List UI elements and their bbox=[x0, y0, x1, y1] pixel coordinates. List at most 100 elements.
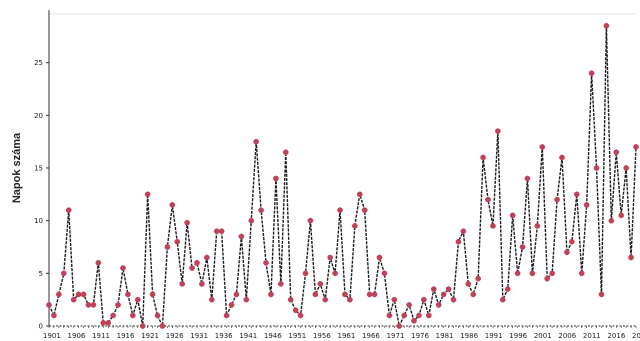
data-point bbox=[519, 244, 526, 250]
data-point bbox=[337, 207, 343, 213]
y-tick-label: 25 bbox=[34, 59, 43, 67]
data-point bbox=[317, 281, 324, 287]
x-tick-label: 1976 bbox=[411, 332, 429, 340]
y-tick-label: 10 bbox=[34, 217, 43, 225]
x-tick-label: 1916 bbox=[117, 332, 135, 340]
data-point bbox=[292, 307, 299, 314]
x-tick-label: 2006 bbox=[558, 332, 576, 340]
data-point bbox=[356, 191, 363, 198]
data-point bbox=[144, 191, 151, 198]
data-point bbox=[475, 275, 482, 282]
x-tick-label: 2016 bbox=[607, 332, 625, 340]
data-point bbox=[544, 275, 551, 282]
data-point bbox=[529, 270, 536, 277]
x-tick-label: 1936 bbox=[215, 332, 233, 340]
x-tick-label: 1906 bbox=[68, 332, 86, 340]
data-point bbox=[534, 223, 541, 229]
series bbox=[48, 25, 637, 329]
data-point bbox=[302, 270, 309, 277]
data-point bbox=[425, 312, 432, 319]
data-point bbox=[258, 207, 264, 213]
data-point bbox=[208, 296, 215, 303]
data-point bbox=[465, 281, 472, 287]
data-point bbox=[549, 270, 555, 277]
data-point bbox=[623, 165, 629, 171]
data-point bbox=[386, 312, 393, 319]
data-point bbox=[524, 175, 531, 182]
x-tick-label: 1986 bbox=[460, 332, 478, 340]
data-point bbox=[618, 212, 625, 219]
data-points bbox=[46, 22, 639, 329]
data-point bbox=[495, 128, 501, 134]
data-point bbox=[633, 144, 639, 150]
data-point bbox=[189, 265, 195, 271]
y-tick-label: 5 bbox=[39, 270, 43, 278]
data-point bbox=[312, 291, 319, 298]
data-point bbox=[514, 270, 521, 277]
data-point bbox=[159, 323, 166, 329]
data-point bbox=[243, 296, 250, 303]
x-tick-label: 1961 bbox=[338, 332, 356, 340]
x-tick-label: 1966 bbox=[362, 332, 380, 340]
data-point bbox=[253, 138, 260, 145]
data-point bbox=[134, 296, 141, 303]
data-point bbox=[179, 281, 186, 287]
series-line bbox=[48, 25, 637, 329]
data-point bbox=[406, 302, 412, 308]
data-point bbox=[184, 219, 190, 226]
data-point bbox=[273, 175, 279, 182]
data-point bbox=[411, 317, 417, 324]
data-point bbox=[421, 296, 427, 303]
data-point bbox=[499, 296, 506, 303]
data-point bbox=[169, 202, 176, 208]
data-point bbox=[248, 217, 255, 224]
data-point bbox=[485, 196, 491, 203]
data-point bbox=[218, 228, 225, 235]
x-tick-label: 1946 bbox=[264, 332, 282, 340]
data-point bbox=[430, 286, 437, 292]
data-point bbox=[105, 319, 112, 326]
x-tick-label: 1971 bbox=[387, 332, 405, 340]
data-point bbox=[322, 296, 329, 303]
x-tick-label: 1991 bbox=[485, 332, 503, 340]
data-point bbox=[60, 270, 67, 277]
data-point bbox=[613, 149, 620, 156]
data-point bbox=[559, 154, 565, 161]
data-point bbox=[100, 319, 107, 326]
data-point bbox=[307, 217, 314, 224]
data-point bbox=[203, 254, 210, 261]
data-point bbox=[287, 296, 294, 303]
x-tick-label: 1951 bbox=[288, 332, 306, 340]
data-point bbox=[603, 22, 610, 29]
x-tick-label: 1911 bbox=[92, 332, 110, 340]
data-point bbox=[366, 291, 373, 298]
x-tick-label: 1981 bbox=[436, 332, 454, 340]
data-point bbox=[238, 233, 245, 240]
data-point bbox=[233, 291, 240, 298]
x-tick-label: 1921 bbox=[141, 332, 159, 340]
data-point bbox=[268, 291, 274, 298]
data-point bbox=[149, 291, 156, 298]
x-tick-label: 2011 bbox=[583, 332, 601, 340]
data-point bbox=[450, 296, 457, 303]
data-point bbox=[509, 212, 516, 219]
data-point bbox=[381, 270, 388, 277]
data-point bbox=[588, 70, 595, 77]
data-point bbox=[327, 254, 334, 261]
data-point bbox=[569, 238, 575, 245]
x-tick-label: 2020 bbox=[632, 332, 640, 340]
x-tick-label: 1926 bbox=[166, 332, 184, 340]
y-tick-label: 20 bbox=[34, 112, 43, 120]
data-point bbox=[342, 291, 348, 298]
data-point bbox=[130, 312, 136, 319]
data-point bbox=[578, 270, 585, 277]
data-point bbox=[347, 296, 353, 303]
data-point bbox=[282, 149, 289, 156]
data-point bbox=[75, 291, 82, 298]
data-point bbox=[593, 165, 600, 171]
data-point bbox=[396, 323, 403, 329]
data-point bbox=[455, 238, 462, 245]
data-point bbox=[470, 291, 477, 298]
data-point bbox=[332, 270, 338, 277]
